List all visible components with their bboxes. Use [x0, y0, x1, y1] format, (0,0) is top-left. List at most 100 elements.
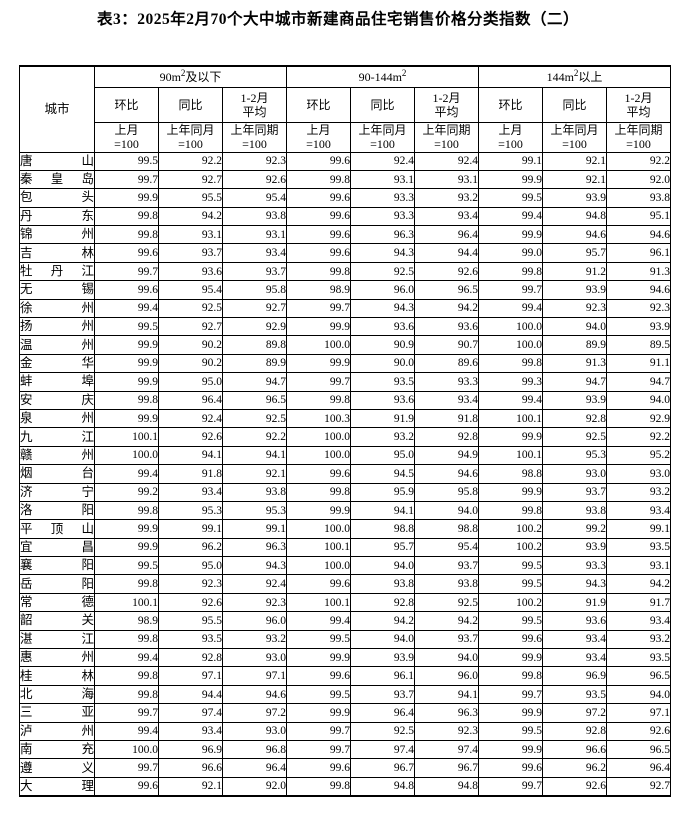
city-char: 吉 — [20, 245, 33, 260]
value-cell: 93.4 — [606, 611, 671, 631]
value-cell: 96.9 — [542, 666, 607, 686]
city-cell: 宜昌 — [19, 537, 95, 558]
value-cell: 93.8 — [222, 482, 287, 502]
value-cell: 94.0 — [606, 390, 671, 410]
value-cell: 94.0 — [350, 629, 415, 650]
value-cell: 95.5 — [158, 188, 223, 208]
value-cell: 100.0 — [94, 739, 159, 760]
value-cell: 96.4 — [158, 390, 223, 410]
city-cell: 秦皇岛 — [19, 169, 95, 190]
city-char: 宁 — [81, 484, 94, 499]
value-cell: 99.8 — [94, 629, 159, 650]
value-cell: 99.4 — [478, 390, 543, 410]
city-char: 州 — [81, 411, 94, 426]
value-cell: 92.0 — [606, 169, 671, 190]
value-cell: 91.2 — [542, 261, 607, 282]
value-cell: 99.6 — [286, 206, 351, 227]
value-cell: 99.8 — [94, 574, 159, 594]
value-cell: 92.4 — [222, 574, 287, 594]
value-cell: 97.4 — [414, 739, 479, 760]
value-cell: 93.2 — [222, 629, 287, 650]
value-cell: 96.0 — [222, 611, 287, 631]
city-char: 丹 — [20, 208, 33, 223]
sub-header-text: 同比 — [370, 97, 395, 112]
sub-header-yoy: 同比 — [542, 86, 607, 123]
value-cell: 93.3 — [350, 206, 415, 227]
value-cell: 100.0 — [478, 335, 543, 355]
value-cell: 94.7 — [222, 372, 287, 392]
value-cell: 94.3 — [350, 243, 415, 263]
value-cell: 92.3 — [542, 298, 607, 319]
city-cell: 丹东 — [19, 206, 95, 227]
table-row: 湛江 99.8 93.5 93.2 99.5 94.0 93.7 99.6 93.4 93.2 — [19, 629, 671, 650]
value-cell: 99.9 — [478, 427, 543, 447]
value-cell: 92.6 — [222, 169, 287, 190]
table-row: 北海 99.8 94.4 94.6 99.5 93.7 94.1 99.7 93.5 94.0 — [19, 684, 671, 705]
value-cell: 92.5 — [158, 298, 223, 319]
value-cell: 94.7 — [606, 372, 671, 392]
city-char: 岛 — [81, 172, 94, 187]
city-char: 洛 — [20, 503, 33, 518]
table-row: 蚌埠 99.9 95.0 94.7 99.7 93.5 93.3 99.3 94.7 94.7 — [19, 372, 671, 392]
value-cell: 99.6 — [286, 666, 351, 686]
value-cell: 91.3 — [606, 261, 671, 282]
value-cell: 97.1 — [158, 666, 223, 686]
value-cell: 96.5 — [222, 390, 287, 410]
table-row: 安庆 99.8 96.4 96.5 99.8 93.6 93.4 99.4 93.9 94.0 — [19, 390, 671, 410]
value-cell: 99.9 — [94, 519, 159, 539]
value-cell: 91.9 — [542, 592, 607, 613]
table-row: 秦皇岛 99.7 92.7 92.6 99.8 93.1 93.1 99.9 92.1 92.0 — [19, 169, 671, 190]
table-row: 温州 99.9 90.2 89.8 100.0 90.9 90.7 100.0 89.9 89.5 — [19, 335, 671, 355]
value-cell: 93.4 — [542, 629, 607, 650]
value-cell: 94.1 — [222, 445, 287, 466]
group-header-row: 城市 90m2及以下 90-144m2 144m2以上 — [19, 65, 671, 153]
base-header-text: 上年同期 — [422, 123, 471, 137]
value-cell: 92.8 — [414, 427, 479, 447]
value-cell: 99.8 — [286, 482, 351, 502]
value-cell: 95.1 — [606, 206, 671, 227]
table-row: 泸州 99.4 93.4 93.0 99.7 92.5 92.3 99.5 92.8 92.6 — [19, 721, 671, 742]
value-cell: 99.7 — [478, 776, 543, 797]
value-cell: 92.5 — [414, 592, 479, 613]
value-cell: 94.6 — [542, 225, 607, 245]
value-cell: 97.2 — [222, 703, 287, 723]
value-cell: 92.1 — [158, 776, 223, 797]
value-cell: 95.4 — [414, 537, 479, 558]
group-header-90-144: 90-144m2 — [286, 65, 479, 88]
value-cell: 99.7 — [478, 280, 543, 300]
table-row: 烟台 99.4 91.8 92.1 99.6 94.5 94.6 98.8 93.0 93.0 — [19, 464, 671, 484]
city-char: 江 — [81, 429, 94, 444]
table-row: 赣州 100.0 94.1 94.1 100.0 95.0 94.9 100.1 95.3 95.… — [19, 445, 671, 466]
city-cell: 扬州 — [19, 317, 95, 337]
value-cell: 100.0 — [286, 445, 351, 466]
city-char: 州 — [81, 227, 94, 242]
table-body: 唐山 99.5 92.2 92.3 99.6 92.4 92.4 99.1 92.1 92.2 秦皇… — [19, 151, 671, 797]
value-cell: 94.8 — [350, 776, 415, 797]
value-cell: 95.5 — [158, 611, 223, 631]
value-cell: 96.3 — [414, 703, 479, 723]
value-cell: 93.3 — [414, 372, 479, 392]
city-cell: 赣州 — [19, 445, 95, 466]
value-cell: 91.7 — [606, 592, 671, 613]
value-cell: 99.6 — [286, 758, 351, 778]
city-cell: 桂林 — [19, 666, 95, 686]
city-cell: 湛江 — [19, 629, 95, 650]
value-cell: 98.8 — [478, 464, 543, 484]
city-cell: 南充 — [19, 739, 95, 760]
value-cell: 94.2 — [606, 574, 671, 594]
base-header-same-month-ly: 上年同月 =100 — [350, 121, 415, 153]
value-cell: 93.6 — [350, 390, 415, 410]
city-char: 山 — [81, 153, 94, 168]
city-cell: 牡丹江 — [19, 261, 95, 282]
city-char: 海 — [81, 687, 94, 702]
value-cell: 92.6 — [542, 776, 607, 797]
city-cell: 常德 — [19, 592, 95, 613]
value-cell: 92.3 — [158, 574, 223, 594]
value-cell: 99.6 — [286, 151, 351, 171]
value-cell: 91.8 — [414, 408, 479, 429]
value-cell: 99.4 — [478, 298, 543, 319]
base-header-text: 上月 — [306, 123, 331, 137]
value-cell: 94.3 — [350, 298, 415, 319]
city-cell: 泸州 — [19, 721, 95, 742]
value-cell: 95.0 — [158, 556, 223, 576]
